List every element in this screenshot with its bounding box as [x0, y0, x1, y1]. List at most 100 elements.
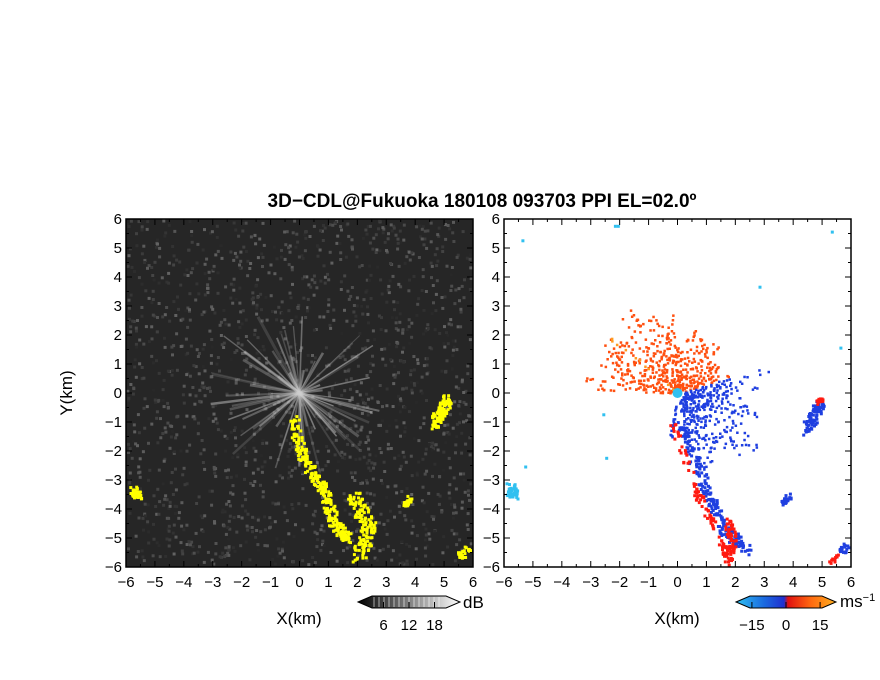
- noise-pixel: [254, 284, 258, 288]
- noise-pixel: [423, 538, 427, 542]
- noise-pixel: [269, 521, 273, 525]
- velocity-pixel: [622, 378, 625, 382]
- velocity-pixel: [714, 399, 718, 403]
- noise-pixel: [356, 430, 360, 434]
- noise-pixel: [128, 471, 132, 475]
- noise-pixel: [194, 365, 198, 369]
- velocity-pixel: [729, 546, 733, 550]
- noise-pixel: [359, 381, 363, 385]
- noise-pixel: [222, 346, 226, 349]
- velocity-pixel: [729, 552, 733, 556]
- velocity-pixel: [840, 549, 844, 553]
- x-tick-label: 4: [789, 574, 797, 591]
- noise-pixel: [393, 375, 397, 379]
- strong-echo-pixel: [449, 401, 453, 405]
- velocity-pixel: [845, 547, 849, 551]
- noise-pixel: [279, 377, 283, 381]
- radial-streak: [229, 391, 300, 411]
- velocity-pixel: [708, 486, 712, 490]
- noise-pixel: [367, 397, 370, 401]
- velocity-pixel: [652, 342, 655, 346]
- strong-echo-pixel: [361, 546, 365, 550]
- velocity-pixel: [723, 428, 726, 432]
- strong-echo-pixel: [448, 399, 451, 403]
- strong-echo-pixel: [366, 506, 370, 510]
- noise-pixel: [381, 547, 385, 551]
- noise-pixel: [190, 230, 194, 233]
- noise-pixel: [398, 312, 402, 316]
- noise-pixel: [366, 413, 370, 417]
- noise-pixel: [325, 445, 329, 448]
- noise-pixel: [401, 500, 405, 504]
- velocity-pixel: [639, 331, 642, 334]
- velocity-pixel: [661, 371, 665, 375]
- noise-pixel: [353, 471, 357, 475]
- velocity-pixel: [679, 384, 682, 387]
- noise-pixel: [369, 411, 373, 415]
- velocity-pixel: [604, 380, 607, 383]
- noise-pixel: [356, 527, 360, 531]
- noise-pixel: [162, 219, 166, 223]
- noise-pixel: [196, 550, 200, 554]
- velocity-pixel: [702, 383, 706, 386]
- noise-pixel: [141, 450, 145, 454]
- velocity-pixel: [712, 379, 716, 383]
- reflectivity-radial-streaks: [210, 316, 380, 474]
- strong-echo-pixel: [304, 459, 308, 463]
- noise-pixel: [351, 513, 355, 517]
- noise-pixel: [371, 477, 375, 481]
- noise-pixel: [346, 434, 349, 438]
- noise-pixel: [360, 425, 364, 429]
- velocity-pixel: [680, 373, 684, 376]
- velocity-pixel: [706, 398, 709, 402]
- velocity-pixel: [612, 376, 615, 379]
- velocity-pixel: [706, 346, 709, 350]
- velocity-pixel: [802, 420, 806, 424]
- noise-pixel: [315, 545, 319, 549]
- noise-pixel: [140, 491, 144, 495]
- noise-pixel: [174, 436, 178, 440]
- radial-streak: [298, 392, 323, 420]
- noise-pixel: [246, 528, 250, 532]
- velocity-pixel: [813, 404, 817, 408]
- strong-echo-pixel: [460, 554, 464, 558]
- noise-pixel: [409, 380, 413, 384]
- noise-pixel: [155, 541, 159, 545]
- velocity-pixel: [694, 498, 698, 502]
- noise-pixel: [278, 474, 282, 478]
- velocity-pixel: [691, 378, 694, 381]
- noise-pixel: [430, 276, 433, 280]
- noise-pixel: [318, 315, 322, 319]
- noise-pixel: [287, 309, 291, 313]
- noise-pixel: [223, 318, 227, 322]
- velocity-pixel: [689, 348, 693, 351]
- noise-pixel: [340, 332, 344, 336]
- velocity-pixel: [676, 356, 679, 359]
- velocity-pixel: [684, 426, 688, 430]
- velocity-pixel: [671, 381, 675, 384]
- noise-pixel: [387, 342, 391, 346]
- velocity-pixel: [662, 352, 666, 355]
- noise-pixel: [431, 441, 435, 445]
- velocity-pixel: [742, 405, 745, 408]
- noise-pixel: [429, 445, 433, 448]
- noise-pixel: [297, 303, 301, 307]
- y-tick-label: 4: [492, 269, 500, 286]
- x-tick-label: 3: [382, 574, 390, 591]
- noise-pixel: [142, 342, 146, 346]
- velocity-pixel: [698, 351, 701, 355]
- noise-pixel: [238, 301, 242, 305]
- noise-pixel: [225, 437, 229, 440]
- noise-pixel: [135, 555, 139, 559]
- velocity-pixel: [644, 365, 647, 368]
- noise-pixel: [261, 255, 265, 259]
- strong-echo-pixel: [292, 427, 296, 431]
- strong-echo-pixel: [353, 558, 357, 562]
- velocity-pixel: [683, 386, 687, 390]
- noise-pixel: [229, 296, 233, 300]
- velocity-pixel: [686, 422, 689, 426]
- y-tick-label: 6: [492, 211, 500, 228]
- velocity-pixel: [699, 488, 703, 491]
- strong-echo-pixel: [370, 527, 374, 531]
- noise-pixel: [366, 435, 370, 439]
